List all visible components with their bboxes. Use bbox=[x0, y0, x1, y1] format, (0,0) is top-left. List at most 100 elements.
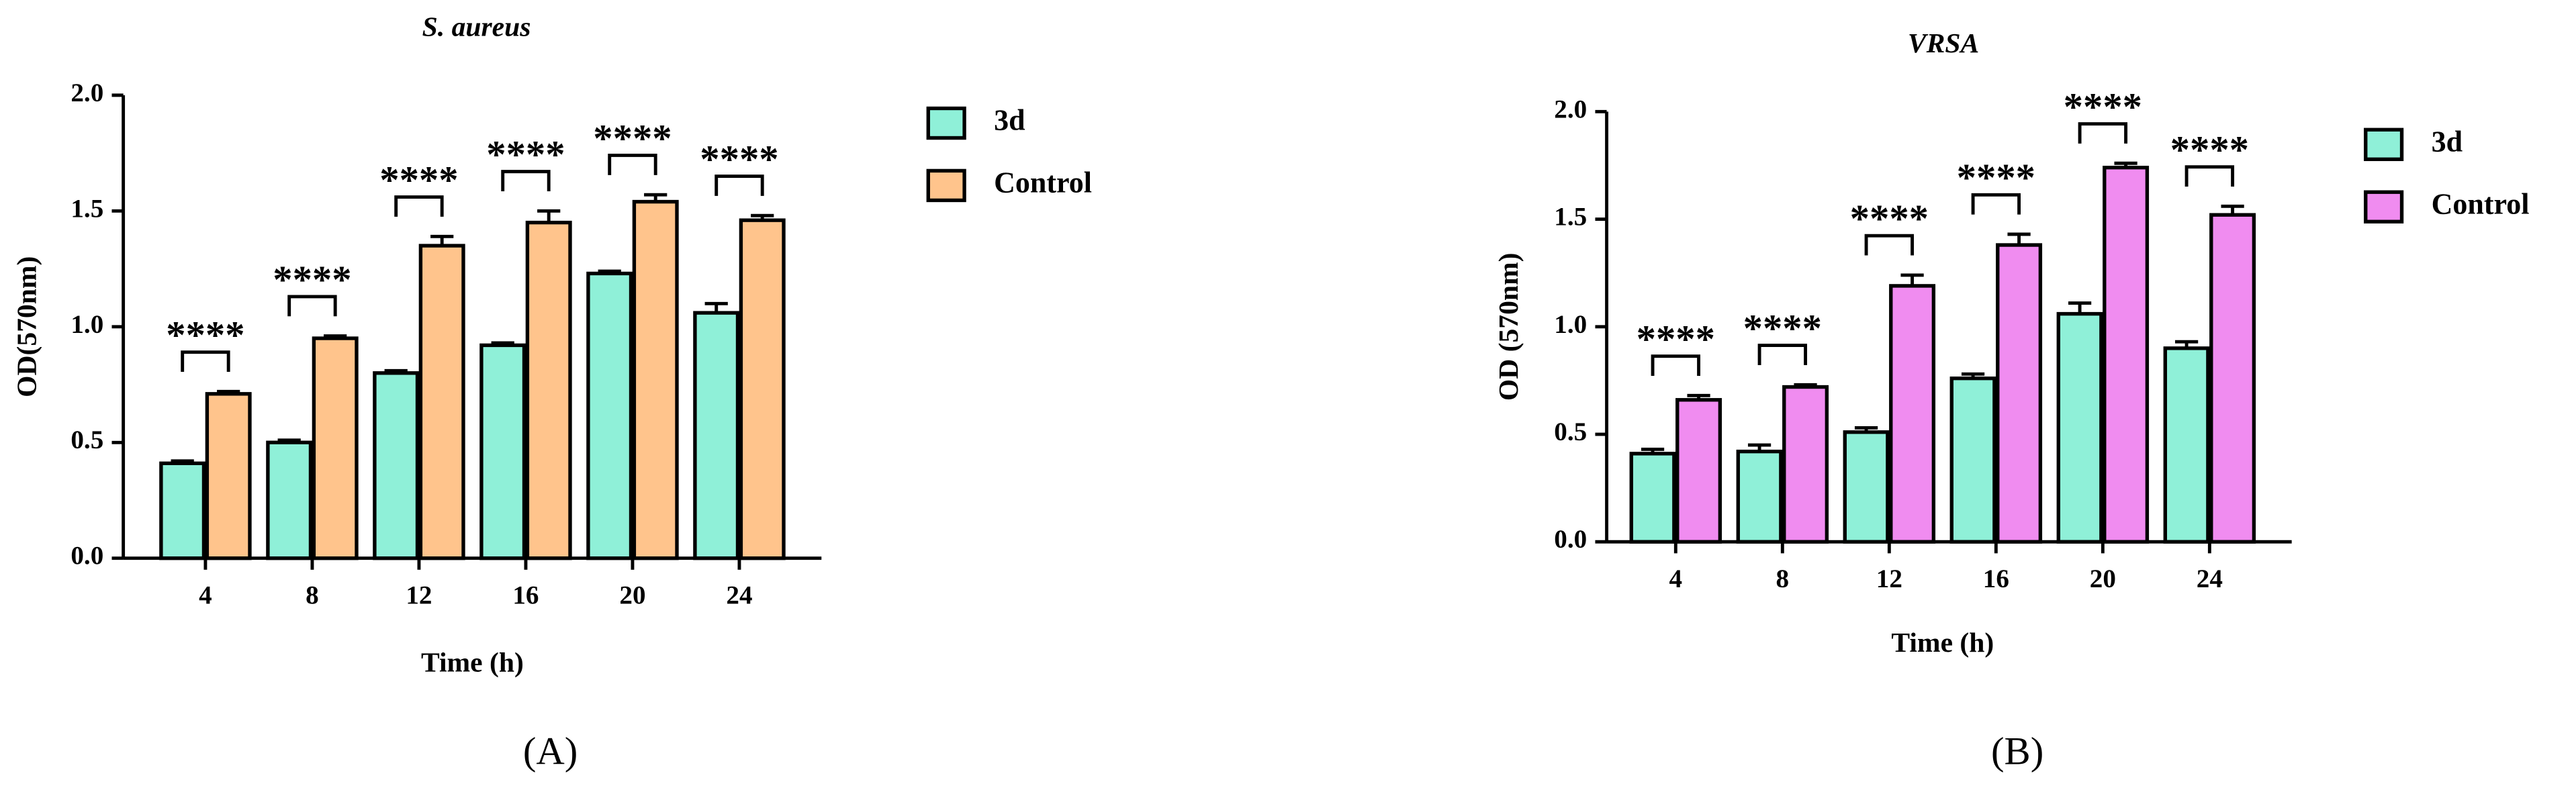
x-axis-label: Time (h) bbox=[421, 646, 524, 678]
error-bar bbox=[1641, 448, 1665, 454]
significance-bracket bbox=[2184, 165, 2235, 187]
error-bar bbox=[598, 269, 621, 274]
significance-bracket bbox=[501, 170, 551, 191]
significance-bracket bbox=[715, 175, 764, 196]
error-bar bbox=[704, 301, 728, 313]
x-tick-label: 12 bbox=[406, 581, 432, 609]
error-bar bbox=[1854, 426, 1878, 432]
error-bar bbox=[1747, 443, 1772, 452]
bar bbox=[1996, 243, 2043, 544]
bar bbox=[2056, 311, 2103, 544]
legend-swatch bbox=[2364, 190, 2404, 224]
y-tick-label: 0.5 bbox=[1554, 417, 1587, 446]
error-bar bbox=[751, 213, 774, 221]
y-tick-label: 1.0 bbox=[71, 310, 103, 339]
bar bbox=[632, 199, 679, 560]
y-tick-label: 1.5 bbox=[71, 194, 103, 223]
significance-bracket bbox=[287, 295, 337, 317]
significance-label: **** bbox=[700, 137, 778, 181]
significance-bracket bbox=[1971, 193, 2021, 215]
significance-label: **** bbox=[166, 313, 244, 357]
chart-title: S. aureus bbox=[422, 11, 531, 42]
bar bbox=[2163, 346, 2210, 544]
significance-label: **** bbox=[593, 116, 672, 160]
error-bar bbox=[324, 334, 347, 339]
panel-label: (A) bbox=[523, 730, 578, 773]
significance-bracket bbox=[181, 350, 230, 373]
x-axis-label: Time (h) bbox=[1891, 627, 1994, 658]
error-bar bbox=[430, 234, 454, 246]
legend-label: 3d bbox=[994, 104, 1025, 137]
significance-bracket bbox=[1651, 354, 1701, 376]
bar bbox=[1629, 452, 1676, 544]
x-tick-label: 24 bbox=[726, 581, 752, 609]
error-bar bbox=[537, 209, 561, 223]
error-bar bbox=[2174, 340, 2199, 348]
y-axis-label: OD(570nm) bbox=[11, 256, 43, 397]
x-tick-label: 8 bbox=[1776, 564, 1790, 593]
x-tick-label: 16 bbox=[512, 581, 539, 609]
bar bbox=[1782, 385, 1829, 544]
x-tick-label: 20 bbox=[619, 581, 645, 609]
bar bbox=[479, 343, 526, 560]
bar bbox=[159, 461, 206, 560]
panel-label: (B) bbox=[1991, 730, 2043, 773]
legend-label: Control bbox=[2432, 187, 2530, 220]
legend-swatch bbox=[926, 168, 966, 203]
significance-bracket bbox=[394, 195, 444, 217]
error-bar bbox=[1900, 273, 1924, 286]
bar bbox=[1843, 430, 1890, 544]
error-bar bbox=[217, 389, 240, 394]
significance-bracket bbox=[1864, 234, 1915, 256]
bar bbox=[693, 311, 740, 560]
significance-label: **** bbox=[486, 133, 565, 177]
error-bar bbox=[1794, 383, 1817, 387]
significance-label: **** bbox=[2064, 85, 2142, 128]
x-tick-label: 4 bbox=[199, 581, 212, 609]
bar bbox=[586, 271, 633, 560]
bar bbox=[312, 336, 359, 560]
bar bbox=[1675, 398, 1722, 544]
bar bbox=[266, 440, 313, 560]
bar bbox=[525, 220, 572, 560]
x-tick-label: 8 bbox=[306, 581, 319, 609]
significance-bracket bbox=[608, 154, 657, 175]
y-tick-label: 1.0 bbox=[1554, 310, 1587, 339]
error-bar bbox=[277, 438, 301, 443]
error-bar bbox=[644, 193, 668, 202]
bar bbox=[739, 218, 786, 560]
significance-label: **** bbox=[379, 158, 458, 201]
x-tick-label: 24 bbox=[2197, 564, 2223, 593]
error-bar bbox=[384, 368, 408, 373]
error-bar bbox=[2068, 301, 2092, 314]
y-tick-label: 0.0 bbox=[1554, 525, 1587, 554]
y-tick-label: 2.0 bbox=[1554, 95, 1587, 123]
x-tick-label: 4 bbox=[1669, 564, 1683, 593]
bar bbox=[2209, 213, 2256, 544]
bar bbox=[1949, 377, 1996, 544]
error-bar bbox=[2221, 204, 2244, 215]
legend-swatch bbox=[926, 106, 966, 140]
error-bar bbox=[2114, 161, 2137, 168]
x-tick-label: 12 bbox=[1876, 564, 1902, 593]
significance-label: **** bbox=[2170, 128, 2249, 172]
bar bbox=[1736, 449, 1783, 544]
significance-label: **** bbox=[1743, 307, 1822, 350]
error-bar bbox=[171, 459, 194, 464]
x-tick-label: 16 bbox=[1983, 564, 2009, 593]
y-tick-label: 0.5 bbox=[71, 426, 103, 454]
significance-label: **** bbox=[273, 258, 351, 301]
significance-label: **** bbox=[1957, 156, 2035, 199]
legend-label: Control bbox=[994, 166, 1092, 199]
y-axis-label: OD (570nm) bbox=[1493, 253, 1524, 401]
significance-label: **** bbox=[1637, 317, 1715, 361]
bar bbox=[373, 371, 420, 560]
significance-bracket bbox=[2078, 122, 2128, 144]
significance-label: **** bbox=[1850, 197, 1929, 240]
bar bbox=[2103, 165, 2150, 544]
error-bar bbox=[2007, 232, 2031, 246]
chart-title: VRSA bbox=[1908, 28, 1979, 58]
y-tick-label: 1.5 bbox=[1554, 203, 1587, 232]
error-bar bbox=[1961, 372, 1985, 379]
